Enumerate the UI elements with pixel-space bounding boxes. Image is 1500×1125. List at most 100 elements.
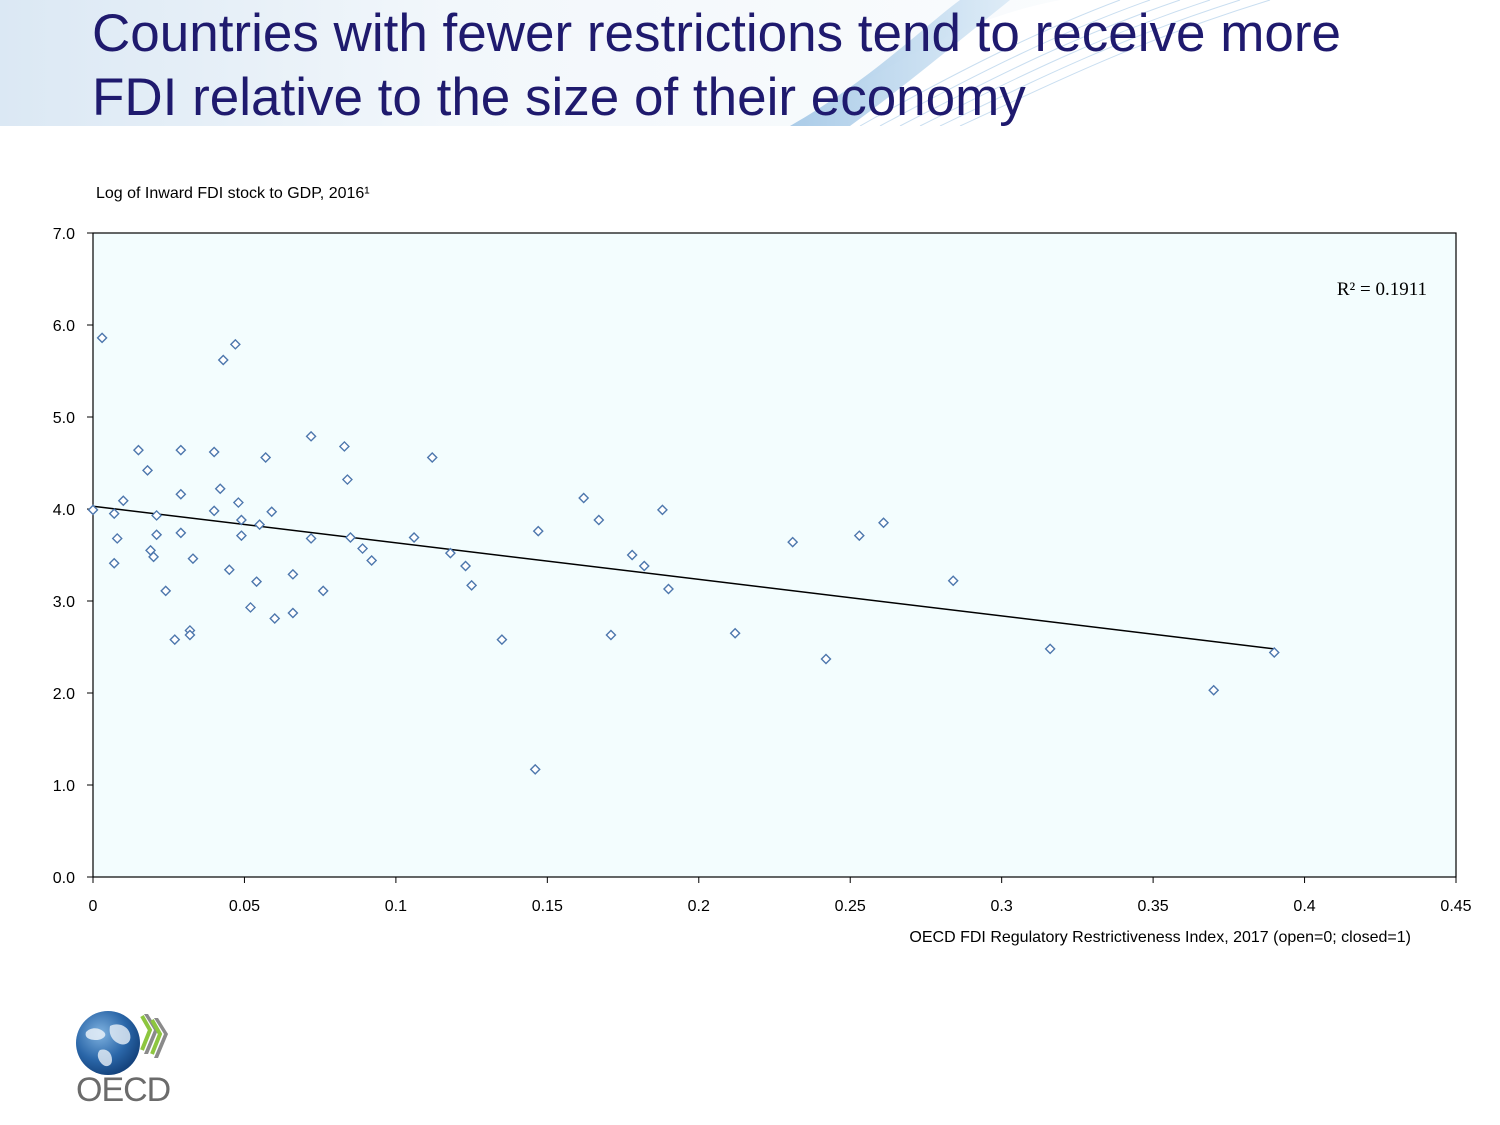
data-point bbox=[96, 332, 108, 344]
data-point bbox=[305, 430, 317, 442]
data-point bbox=[729, 627, 741, 639]
oecd-logo-text: OECD bbox=[76, 1071, 171, 1109]
data-point bbox=[317, 585, 329, 597]
y-tick-label: 0.0 bbox=[53, 870, 75, 887]
data-point bbox=[426, 451, 438, 463]
x-axis-title: OECD FDI Regulatory Restrictiveness Inde… bbox=[909, 929, 1411, 946]
data-point bbox=[245, 601, 256, 613]
data-point bbox=[223, 564, 235, 576]
x-tick-label: 0.35 bbox=[1138, 898, 1169, 915]
scatter-chart: Log of Inward FDI stock to GDP, 2016¹ 0.… bbox=[53, 185, 1472, 946]
data-point bbox=[187, 553, 199, 565]
data-point bbox=[229, 338, 241, 350]
slide-title-line-2: FDI relative to the size of their econom… bbox=[92, 68, 1026, 127]
x-tick-label: 0.15 bbox=[532, 898, 563, 915]
data-point bbox=[532, 525, 544, 537]
y-tick-label: 5.0 bbox=[53, 410, 75, 427]
x-tick-label: 0.25 bbox=[835, 898, 866, 915]
oecd-globe-icon bbox=[76, 1011, 168, 1075]
data-point bbox=[151, 509, 163, 521]
plot-area bbox=[92, 232, 1457, 878]
data-point bbox=[341, 474, 353, 486]
data-point bbox=[593, 514, 605, 526]
y-axis-ticks: 0.0 1.0 2.0 3.0 4.0 5.0 6.0 7.0 bbox=[53, 226, 93, 887]
data-point bbox=[605, 629, 617, 641]
data-point bbox=[287, 568, 299, 580]
y-tick-label: 7.0 bbox=[53, 226, 75, 243]
y-axis-title: Log of Inward FDI stock to GDP, 2016¹ bbox=[96, 185, 370, 202]
data-point bbox=[853, 530, 865, 542]
data-point bbox=[151, 529, 163, 541]
data-point bbox=[208, 505, 220, 517]
data-point bbox=[1208, 684, 1220, 696]
x-tick-label: 0.3 bbox=[991, 898, 1013, 915]
y-tick-label: 3.0 bbox=[53, 594, 75, 611]
y-tick-label: 4.0 bbox=[53, 502, 75, 519]
data-point bbox=[626, 549, 638, 561]
data-point bbox=[947, 575, 959, 587]
data-point bbox=[578, 492, 590, 504]
data-point bbox=[529, 763, 541, 775]
x-tick-label: 0 bbox=[89, 898, 98, 915]
data-point bbox=[184, 629, 196, 641]
data-point bbox=[108, 508, 120, 520]
data-point bbox=[460, 560, 472, 572]
data-point bbox=[266, 506, 278, 518]
data-point bbox=[287, 607, 299, 619]
data-point bbox=[357, 543, 369, 555]
data-point bbox=[878, 517, 890, 529]
data-point bbox=[142, 464, 154, 476]
data-point bbox=[366, 555, 378, 567]
data-point bbox=[148, 551, 160, 563]
data-point bbox=[260, 451, 272, 463]
data-point bbox=[169, 634, 181, 646]
x-tick-label: 0.05 bbox=[229, 898, 260, 915]
data-point bbox=[175, 488, 187, 500]
data-point bbox=[787, 536, 799, 548]
data-point bbox=[132, 444, 144, 456]
data-point bbox=[444, 547, 456, 559]
data-point bbox=[232, 497, 244, 509]
x-tick-label: 0.45 bbox=[1440, 898, 1471, 915]
r-squared-label: R² = 0.1911 bbox=[1337, 279, 1427, 300]
data-point bbox=[1268, 647, 1280, 659]
x-tick-label: 0.4 bbox=[1293, 898, 1315, 915]
data-point bbox=[175, 527, 187, 539]
data-point bbox=[117, 495, 129, 507]
data-point bbox=[217, 354, 229, 366]
data-point bbox=[305, 532, 317, 544]
data-point bbox=[662, 583, 674, 595]
data-point bbox=[160, 585, 172, 597]
data-point bbox=[251, 576, 263, 588]
x-axis-ticks: 0 0.05 0.1 0.15 0.2 0.25 0.3 0.35 0.4 0.45 bbox=[89, 877, 1472, 915]
slide-title-line-1: Countries with fewer restrictions tend t… bbox=[92, 4, 1341, 63]
data-point bbox=[466, 579, 478, 591]
data-point bbox=[254, 519, 266, 531]
trend-line bbox=[92, 505, 1275, 650]
data-point bbox=[496, 634, 508, 646]
data-point bbox=[87, 504, 99, 516]
data-point bbox=[208, 446, 220, 458]
header-banner bbox=[0, 0, 1500, 126]
data-point bbox=[235, 530, 247, 542]
data-point bbox=[108, 557, 120, 569]
y-tick-label: 6.0 bbox=[53, 318, 75, 335]
data-point bbox=[175, 444, 187, 456]
data-point bbox=[820, 653, 832, 665]
data-point bbox=[338, 440, 350, 452]
data-point bbox=[638, 560, 650, 572]
data-point bbox=[269, 612, 281, 624]
data-point bbox=[111, 532, 123, 544]
data-point bbox=[656, 504, 668, 516]
y-tick-label: 2.0 bbox=[53, 686, 75, 703]
data-point bbox=[344, 532, 356, 544]
data-points bbox=[87, 332, 1280, 775]
data-point bbox=[408, 532, 420, 544]
data-point bbox=[214, 483, 226, 495]
x-tick-label: 0.2 bbox=[688, 898, 710, 915]
data-point bbox=[1044, 643, 1056, 655]
slide-title: Countries with fewer restrictions tend t… bbox=[92, 2, 1472, 130]
x-tick-label: 0.1 bbox=[385, 898, 407, 915]
data-point bbox=[235, 514, 247, 526]
y-tick-label: 1.0 bbox=[53, 778, 75, 795]
